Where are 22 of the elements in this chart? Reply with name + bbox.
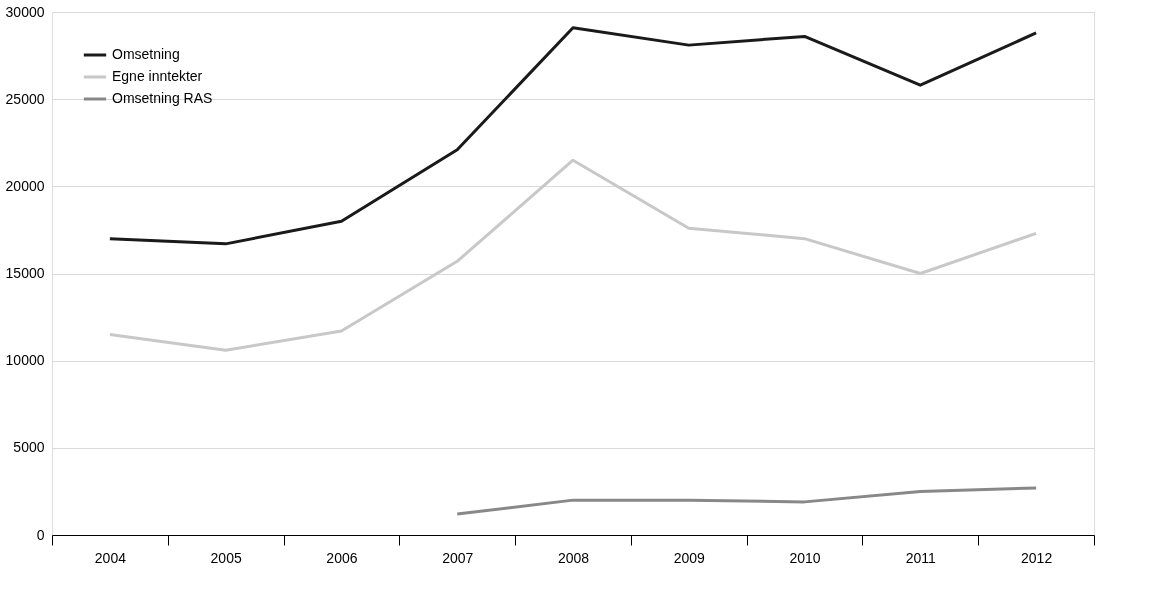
x-tick-label: 2004 bbox=[94, 549, 127, 566]
y-tick-label: 5000 bbox=[13, 439, 45, 456]
x-tick-label: 2012 bbox=[1021, 549, 1053, 566]
x-tick-label: 2010 bbox=[789, 549, 821, 566]
x-tick-label: 2007 bbox=[442, 549, 474, 566]
y-tick-label: 15000 bbox=[5, 265, 45, 281]
line-series bbox=[108, 158, 1038, 352]
x-tick-label: 2006 bbox=[326, 549, 358, 566]
y-tick-label: 10000 bbox=[5, 352, 45, 369]
legend-label: Omsetning RAS bbox=[112, 90, 213, 106]
line-series bbox=[108, 26, 1038, 246]
y-tick-label: 20000 bbox=[5, 177, 45, 194]
y-tick-label: 0 bbox=[36, 526, 45, 543]
x-tick-label: 2009 bbox=[673, 549, 706, 566]
line-series bbox=[455, 486, 1038, 516]
legend-label: Egne inntekter bbox=[112, 68, 203, 84]
y-tick-label: 25000 bbox=[5, 90, 45, 107]
x-tick-label: 2005 bbox=[210, 549, 242, 566]
legend-label: Omsetning bbox=[112, 46, 180, 62]
x-tick-label: 2008 bbox=[557, 549, 590, 566]
y-tick-label: 30000 bbox=[5, 3, 45, 20]
x-tick-label: 2011 bbox=[905, 549, 937, 566]
